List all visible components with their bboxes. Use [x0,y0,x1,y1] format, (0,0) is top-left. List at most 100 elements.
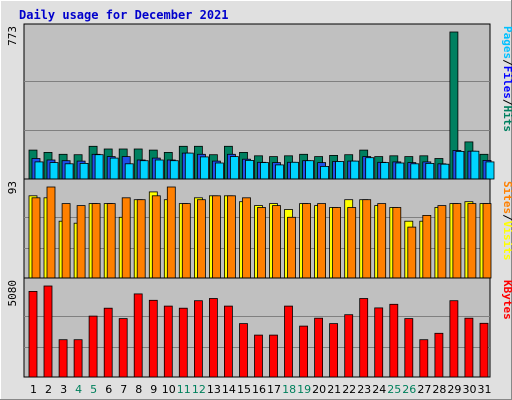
bar-sites-day-22 [347,207,357,279]
x-tick-label: 17 [267,383,281,396]
bar-kbytes-day-30 [464,317,474,378]
bar-kbytes-day-17 [269,334,278,378]
bar-kbytes-day-20 [314,317,324,378]
x-tick-label: 24 [372,383,386,396]
x-tick-label: 30 [463,383,477,396]
legend-entry: Visits [501,221,512,261]
x-tick-label: 31 [478,383,492,396]
x-axis: 1 2 3 4 5 6 7 8 9 10 11 12 13 14 15 16 17 18 19 20 21 22 23 24 2… [30,383,492,396]
bar-sites-day-11 [181,203,191,279]
legend-entry: / [501,59,512,66]
y-max-label: 93 [6,181,19,194]
bar-kbytes-day-13 [208,298,218,378]
bar-sites-day-10 [166,186,176,279]
bar-pages-day-30 [470,150,480,180]
bar-kbytes-day-26 [404,318,414,378]
series-pages [34,150,495,180]
bar-kbytes-day-1 [28,290,38,378]
bar-pages-day-23 [365,157,375,180]
bar-pages-day-15 [245,159,254,180]
x-tick-label: 19 [297,383,311,396]
x-tick-label: 25 [387,383,401,396]
x-tick-label: 26 [402,383,416,396]
bar-sites-day-2 [46,186,56,279]
bar-kbytes-day-7 [118,318,128,378]
bar-kbytes-day-31 [479,322,489,378]
bar-sites-day-24 [377,203,387,279]
bar-pages-day-4 [79,162,89,180]
legend-entry: Hits [501,106,512,133]
legend-hits-files-pages: Pages/Files/Hits [501,26,512,132]
bar-sites-day-13 [211,195,221,279]
bar-pages-day-14 [229,156,239,180]
bar-sites-day-17 [272,205,281,279]
series-kbytes [28,285,489,378]
bar-sites-day-7 [121,197,131,279]
bar-kbytes-day-3 [58,339,68,378]
bar-kbytes-day-18 [284,305,293,378]
legend-entry: / [501,214,512,221]
bar-kbytes-day-2 [43,285,53,378]
bar-kbytes-day-8 [133,293,143,378]
legend-visits-sites: Sites/Visits [501,181,512,261]
chart-panels: 773Pages/Files/Hits93Sites/Visits5080KBy… [6,23,512,378]
x-tick-label: 14 [222,383,236,396]
legend-entry: Files [501,66,512,99]
bar-kbytes-day-27 [419,339,429,378]
x-tick-label: 22 [342,383,356,396]
bar-kbytes-day-11 [178,307,188,378]
x-tick-label: 20 [312,383,326,396]
bar-sites-day-25 [392,207,402,279]
bar-pages-day-16 [260,162,269,180]
x-tick-label: 1 [30,383,37,396]
bar-sites-day-3 [61,203,71,279]
bar-kbytes-day-21 [329,323,339,378]
bar-kbytes-day-25 [389,303,399,378]
x-tick-label: 13 [207,383,221,396]
bar-pages-day-22 [350,160,360,180]
chart-title: Daily usage for December 2021 [19,8,229,22]
bar-sites-day-20 [317,203,327,279]
x-tick-label: 27 [417,383,431,396]
bar-pages-day-1 [34,161,44,180]
bar-pages-day-12 [199,156,209,180]
x-tick-label: 8 [135,383,142,396]
bar-pages-day-3 [64,163,74,180]
x-tick-label: 7 [120,383,127,396]
series-sites [31,186,492,279]
bar-sites-day-30 [467,203,477,279]
bar-kbytes-day-29 [449,300,459,378]
bar-kbytes-day-12 [193,300,203,378]
bar-pages-day-6 [109,157,119,180]
bar-sites-day-4 [76,205,86,279]
bar-sites-day-27 [422,214,432,279]
x-tick-label: 5 [90,383,97,396]
x-tick-label: 11 [177,383,191,396]
bar-sites-day-21 [332,207,342,279]
bar-pages-day-7 [124,163,134,180]
panel-kbytes: 5080 KBytes [6,277,512,378]
bar-pages-day-19 [305,160,315,180]
bar-kbytes-day-5 [88,315,98,378]
x-tick-label: 2 [45,383,52,396]
bar-pages-day-8 [139,160,149,180]
x-tick-label: 10 [162,383,176,396]
x-tick-label: 21 [327,383,341,396]
bar-pages-day-10 [169,160,179,180]
bar-kbytes-day-16 [254,334,263,378]
bar-sites-day-15 [242,197,251,279]
bar-kbytes-day-28 [434,332,444,378]
bar-pages-day-25 [395,162,405,180]
x-tick-label: 28 [432,383,446,396]
bar-pages-day-26 [410,163,420,180]
bar-sites-day-12 [196,199,206,279]
bar-sites-day-9 [151,195,161,279]
bar-kbytes-day-6 [103,307,113,378]
bar-sites-day-1 [31,197,41,279]
panel-visits-sites: 93 Sites/Visits [6,178,512,279]
bar-kbytes-day-9 [148,299,158,378]
bar-sites-day-19 [302,203,312,279]
